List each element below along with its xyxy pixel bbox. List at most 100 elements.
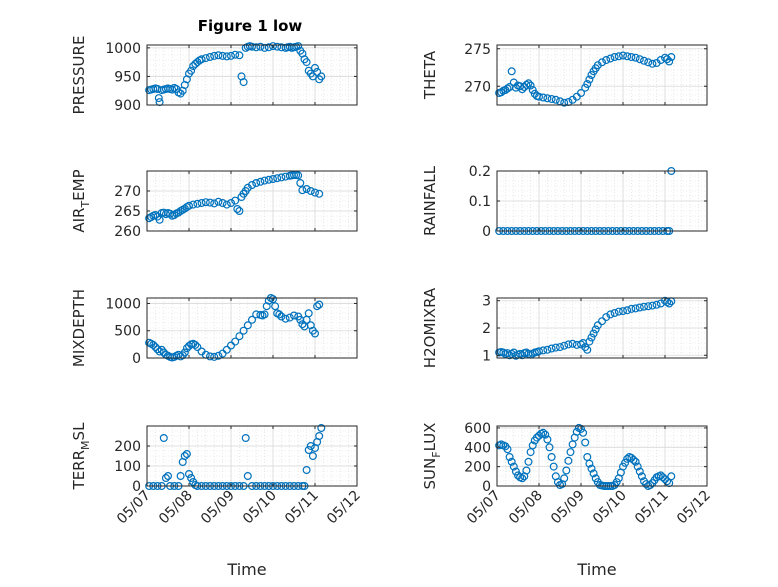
data-point <box>576 88 585 97</box>
data-point <box>665 299 674 308</box>
data-point <box>566 448 575 457</box>
data-point <box>543 94 552 103</box>
data-point <box>185 470 194 479</box>
data-point <box>499 348 508 357</box>
data-point <box>614 307 623 316</box>
data-point <box>256 177 265 186</box>
y-tick-label: 200 <box>114 439 141 455</box>
data-point <box>591 474 600 483</box>
data-point <box>317 72 326 81</box>
data-point <box>296 179 305 188</box>
data-point <box>639 56 648 65</box>
y-tick-label: 3 <box>482 294 491 310</box>
data-point <box>176 472 185 481</box>
data-point <box>153 345 162 354</box>
data-point <box>252 179 261 188</box>
data-point <box>248 181 257 190</box>
data-point <box>285 313 294 322</box>
data-point <box>585 459 594 468</box>
y-tick-label: 600 <box>464 421 491 437</box>
data-point <box>231 337 240 346</box>
data-point <box>667 52 676 61</box>
data-point <box>311 63 320 72</box>
data-point <box>543 435 552 444</box>
data-point <box>646 481 655 490</box>
data-point <box>627 52 636 61</box>
data-point <box>306 321 315 330</box>
data-point <box>233 205 242 214</box>
y-tick-label: 2 <box>482 321 491 337</box>
data-point <box>189 62 198 71</box>
data-point <box>618 462 627 471</box>
data-point <box>534 92 543 101</box>
data-point <box>549 462 558 471</box>
data-point <box>155 347 164 356</box>
data-point <box>248 315 257 324</box>
data-point <box>621 458 630 467</box>
data-point <box>564 456 573 465</box>
data-point <box>222 345 231 354</box>
y-axis-label: RAINFALL <box>421 165 439 236</box>
x-tick-label: 05/11 <box>632 488 672 528</box>
subplot-air: 260 265 270 AIRTEMP <box>70 169 358 240</box>
data-point <box>555 343 564 352</box>
axes-box <box>146 425 358 487</box>
data-point <box>644 302 653 311</box>
data-point <box>191 340 200 349</box>
axes-box <box>146 44 358 106</box>
data-point <box>239 78 248 87</box>
data-point <box>534 347 543 356</box>
y-tick-label: 0 <box>132 479 141 495</box>
data-point <box>269 175 278 184</box>
y-axis-label: SUNFLUX <box>421 423 443 490</box>
data-point <box>503 84 512 93</box>
data-point <box>180 452 189 461</box>
y-tick-label: 1 <box>482 348 491 364</box>
data-point <box>663 477 672 486</box>
figure-title: Figure 1 low <box>198 17 303 35</box>
data-point <box>564 340 573 349</box>
data-point <box>149 340 158 349</box>
data-point <box>313 302 322 311</box>
data-point <box>231 196 240 205</box>
data-point <box>159 434 168 443</box>
data-point <box>201 54 210 63</box>
data-point <box>298 320 307 329</box>
y-tick-label: 950 <box>114 69 141 85</box>
data-point <box>154 94 163 103</box>
y-tick-label: 400 <box>464 440 491 456</box>
data-point <box>206 198 215 207</box>
x-tick-label: 05/11 <box>282 488 322 528</box>
data-point <box>164 472 173 481</box>
data-point <box>505 453 514 462</box>
data-point <box>277 312 286 321</box>
data-point <box>539 93 548 102</box>
data-point <box>248 42 257 51</box>
data-point <box>214 351 223 360</box>
data-point <box>602 55 611 64</box>
data-point <box>290 311 299 320</box>
data-point <box>227 51 236 60</box>
data-point <box>241 434 250 443</box>
data-point <box>606 310 615 319</box>
y-tick-label: 0.1 <box>469 194 491 210</box>
data-point <box>623 306 632 315</box>
data-point <box>218 51 227 60</box>
subplot-pressure: 900 950 1000 PRESSURE <box>70 36 358 114</box>
data-point <box>206 52 215 61</box>
data-point <box>239 326 248 335</box>
y-axis-label: MIXDEPTH <box>70 289 88 367</box>
data-point <box>235 51 244 60</box>
y-tick-label: 260 <box>114 224 141 240</box>
data-point <box>665 57 674 66</box>
x-tick-label: 05/08 <box>506 488 546 528</box>
data-point <box>528 441 537 450</box>
data-point <box>206 352 215 361</box>
y-tick-label: 1000 <box>105 296 141 312</box>
data-point <box>551 343 560 352</box>
data-point <box>511 467 520 476</box>
